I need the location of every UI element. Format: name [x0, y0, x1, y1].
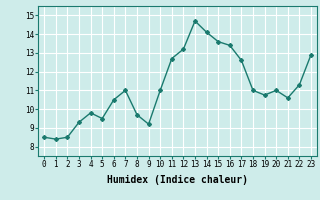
X-axis label: Humidex (Indice chaleur): Humidex (Indice chaleur) [107, 175, 248, 185]
